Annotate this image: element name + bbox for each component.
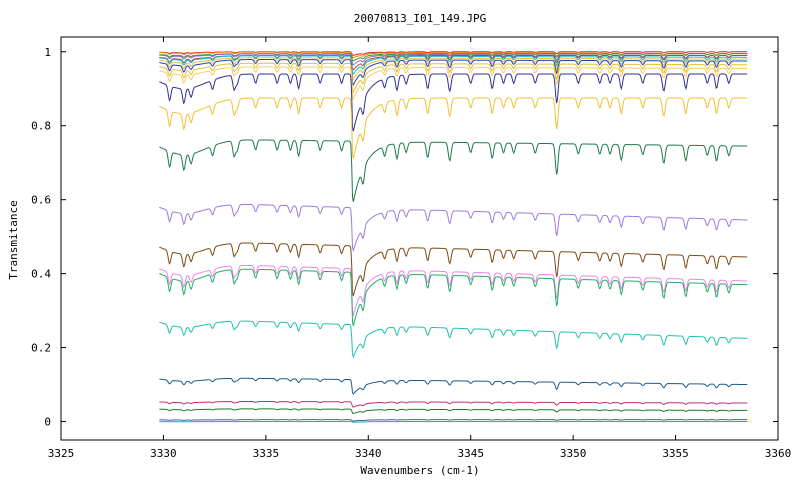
series-line-21 — [159, 419, 748, 422]
x-tick-label: 3360 — [765, 447, 792, 460]
series-line-7 — [159, 59, 748, 86]
chart-title: 20070813_I01_149.JPG — [354, 12, 486, 25]
series-line-17 — [159, 320, 748, 359]
series-line-5 — [159, 55, 748, 75]
y-tick-label: 0.6 — [31, 194, 51, 207]
x-tick-label: 3355 — [662, 447, 689, 460]
series-line-12 — [159, 139, 748, 202]
series-line-14 — [159, 242, 748, 296]
series-layer — [159, 51, 748, 423]
x-tick-label: 3340 — [355, 447, 382, 460]
series-line-13 — [159, 203, 748, 253]
series-line-15 — [159, 264, 748, 318]
y-tick-label: 1 — [44, 46, 51, 59]
series-line-9 — [159, 66, 748, 101]
series-line-19 — [159, 400, 748, 408]
y-axis-label: Transmitance — [7, 200, 20, 279]
series-line-10 — [159, 73, 748, 132]
series-line-11 — [159, 97, 748, 159]
series-line-18 — [159, 377, 748, 395]
x-axis-ticks: 3325 3330 3335 3340 3345 3350 3355 3360 — [48, 37, 792, 460]
plot-frame — [60, 36, 779, 441]
x-tick-label: 3350 — [560, 447, 587, 460]
series-line-8 — [159, 62, 748, 94]
x-axis-label: Wavenumbers (cm-1) — [360, 464, 479, 477]
series-line-6 — [159, 57, 748, 81]
series-line-16 — [159, 268, 748, 326]
x-tick-label: 3325 — [48, 447, 75, 460]
x-tick-label: 3335 — [253, 447, 280, 460]
x-tick-label: 3345 — [457, 447, 484, 460]
series-line-22 — [159, 421, 748, 423]
y-tick-label: 0.2 — [31, 342, 51, 355]
series-line-20 — [159, 408, 748, 415]
y-tick-label: 0 — [44, 416, 51, 429]
y-tick-label: 0.4 — [31, 268, 51, 281]
y-axis-ticks: 0 0.2 0.4 0.6 0.8 1 — [31, 46, 778, 429]
x-tick-label: 3330 — [150, 447, 177, 460]
y-tick-label: 0.8 — [31, 120, 51, 133]
